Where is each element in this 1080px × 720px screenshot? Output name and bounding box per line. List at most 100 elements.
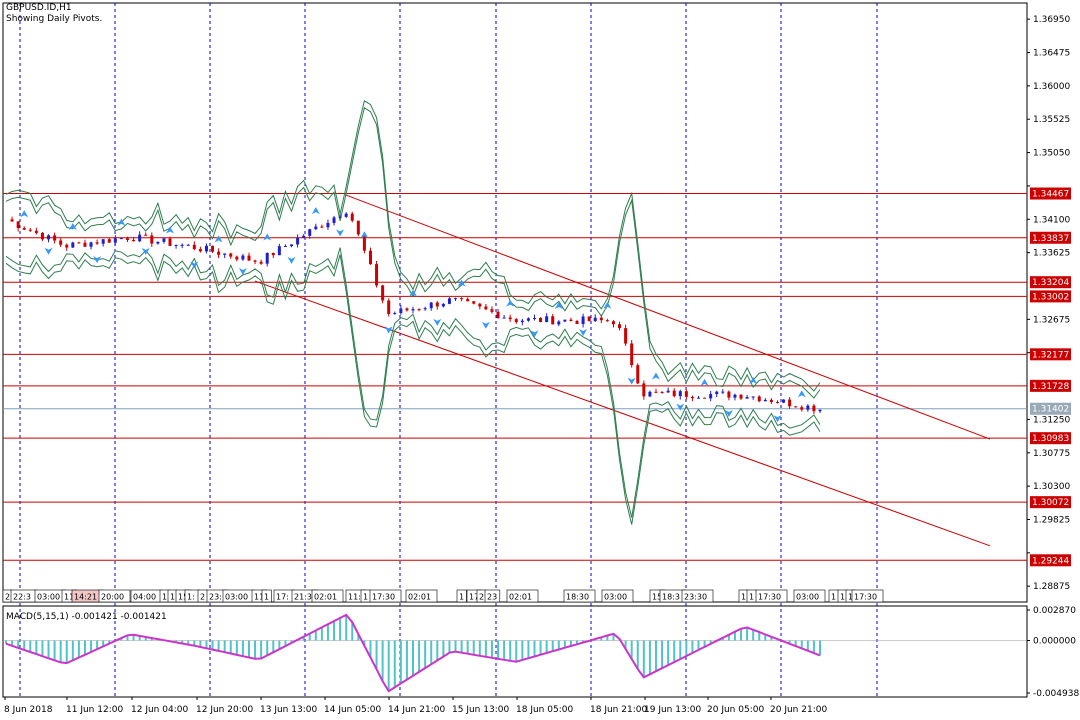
candle bbox=[630, 340, 634, 368]
candle-body bbox=[375, 264, 379, 286]
fractal-up-marker bbox=[360, 231, 369, 239]
candle-body bbox=[454, 298, 458, 300]
candle bbox=[472, 301, 476, 305]
candle-body bbox=[156, 241, 160, 244]
session-label: 18:30 bbox=[566, 593, 589, 602]
candle-body bbox=[611, 321, 615, 325]
candle bbox=[648, 390, 652, 398]
candle bbox=[192, 241, 196, 251]
candle-body bbox=[326, 222, 330, 228]
candle-body bbox=[247, 255, 251, 261]
candle bbox=[721, 389, 725, 395]
session-label: 03:00 bbox=[796, 593, 819, 602]
candle bbox=[593, 314, 597, 322]
candle-body bbox=[794, 406, 798, 408]
macd-tick-label: 0.000000 bbox=[1033, 637, 1076, 647]
candle-body bbox=[162, 238, 166, 242]
session-label-box bbox=[98, 589, 131, 603]
candle bbox=[381, 284, 385, 304]
candle-body bbox=[818, 409, 822, 412]
candle bbox=[782, 399, 786, 403]
chart-subtitle: Showing Daily Pivots. bbox=[6, 14, 103, 24]
price-tick-label: 1.30300 bbox=[1033, 482, 1070, 492]
pivot-badge bbox=[1030, 432, 1071, 445]
candle-body bbox=[180, 244, 184, 246]
candle bbox=[751, 396, 755, 400]
fractal-down-marker bbox=[238, 268, 247, 276]
pivot-badge bbox=[1030, 496, 1071, 509]
candle bbox=[715, 390, 719, 397]
candle-body bbox=[502, 317, 506, 319]
current-price-label: 1.31402 bbox=[1032, 405, 1069, 415]
candle-body bbox=[678, 391, 682, 397]
candle bbox=[526, 317, 530, 322]
candle-body bbox=[150, 235, 154, 244]
candle-body bbox=[782, 399, 786, 403]
candle-body bbox=[368, 250, 372, 265]
candle bbox=[375, 260, 379, 288]
session-label-box bbox=[601, 589, 634, 603]
fractal-down-marker bbox=[93, 256, 102, 264]
candle-body bbox=[22, 228, 26, 230]
fractal-down-marker bbox=[773, 415, 782, 423]
fractal-up-marker bbox=[603, 301, 612, 309]
price-tick-label: 1.28875 bbox=[1033, 582, 1070, 592]
session-label-box bbox=[456, 589, 467, 603]
fractal-down-marker bbox=[676, 403, 685, 411]
candle bbox=[247, 252, 251, 262]
session-label-box bbox=[405, 589, 438, 603]
candle-body bbox=[28, 229, 32, 231]
candle bbox=[654, 388, 658, 393]
candle-body bbox=[253, 260, 257, 262]
candle-body bbox=[496, 311, 500, 319]
candle bbox=[265, 252, 269, 267]
candle bbox=[71, 241, 75, 248]
candle-body bbox=[587, 316, 591, 322]
fractal-up-marker bbox=[797, 390, 806, 398]
fractal-up-marker bbox=[20, 210, 29, 218]
candle bbox=[113, 235, 117, 246]
fractal-up-marker bbox=[554, 302, 563, 310]
candle bbox=[198, 246, 202, 253]
candle-body bbox=[89, 242, 93, 247]
session-label: 17:30 bbox=[854, 593, 877, 602]
candle bbox=[727, 390, 731, 401]
candle-body bbox=[526, 318, 530, 321]
session-label: 1 bbox=[831, 593, 836, 602]
candle bbox=[441, 303, 445, 308]
candle bbox=[168, 236, 172, 246]
fractal-down-marker bbox=[627, 377, 636, 385]
candle-body bbox=[138, 234, 142, 242]
candle bbox=[642, 380, 646, 400]
macd-tick-label: -0.004938 bbox=[1033, 689, 1079, 699]
price-tick-label: 1.36950 bbox=[1033, 15, 1070, 25]
session-label: 14:21 bbox=[74, 593, 97, 602]
candle-body bbox=[624, 328, 628, 344]
fractal-up-marker bbox=[700, 378, 709, 386]
pivot-label: 1.34467 bbox=[1032, 190, 1069, 200]
candle-body bbox=[508, 317, 512, 320]
candle-body bbox=[733, 394, 737, 398]
candle bbox=[40, 231, 44, 241]
session-label-box bbox=[369, 589, 402, 603]
candle-body bbox=[739, 394, 743, 399]
candle-body bbox=[283, 246, 287, 248]
candle-body bbox=[697, 397, 701, 399]
candle bbox=[77, 241, 81, 244]
candle-body bbox=[77, 242, 81, 244]
candle-body bbox=[551, 316, 555, 325]
candle bbox=[405, 307, 409, 312]
candle bbox=[180, 243, 184, 249]
session-label: 15 bbox=[178, 593, 188, 602]
candle bbox=[326, 219, 330, 230]
candle-body bbox=[532, 317, 536, 319]
candle bbox=[745, 394, 749, 399]
candle bbox=[59, 237, 63, 247]
candle bbox=[144, 232, 148, 236]
candle-body bbox=[618, 324, 622, 329]
candle bbox=[429, 301, 433, 311]
session-label: 1 bbox=[162, 593, 167, 602]
candle bbox=[22, 226, 26, 231]
price-panel bbox=[2, 2, 1028, 603]
